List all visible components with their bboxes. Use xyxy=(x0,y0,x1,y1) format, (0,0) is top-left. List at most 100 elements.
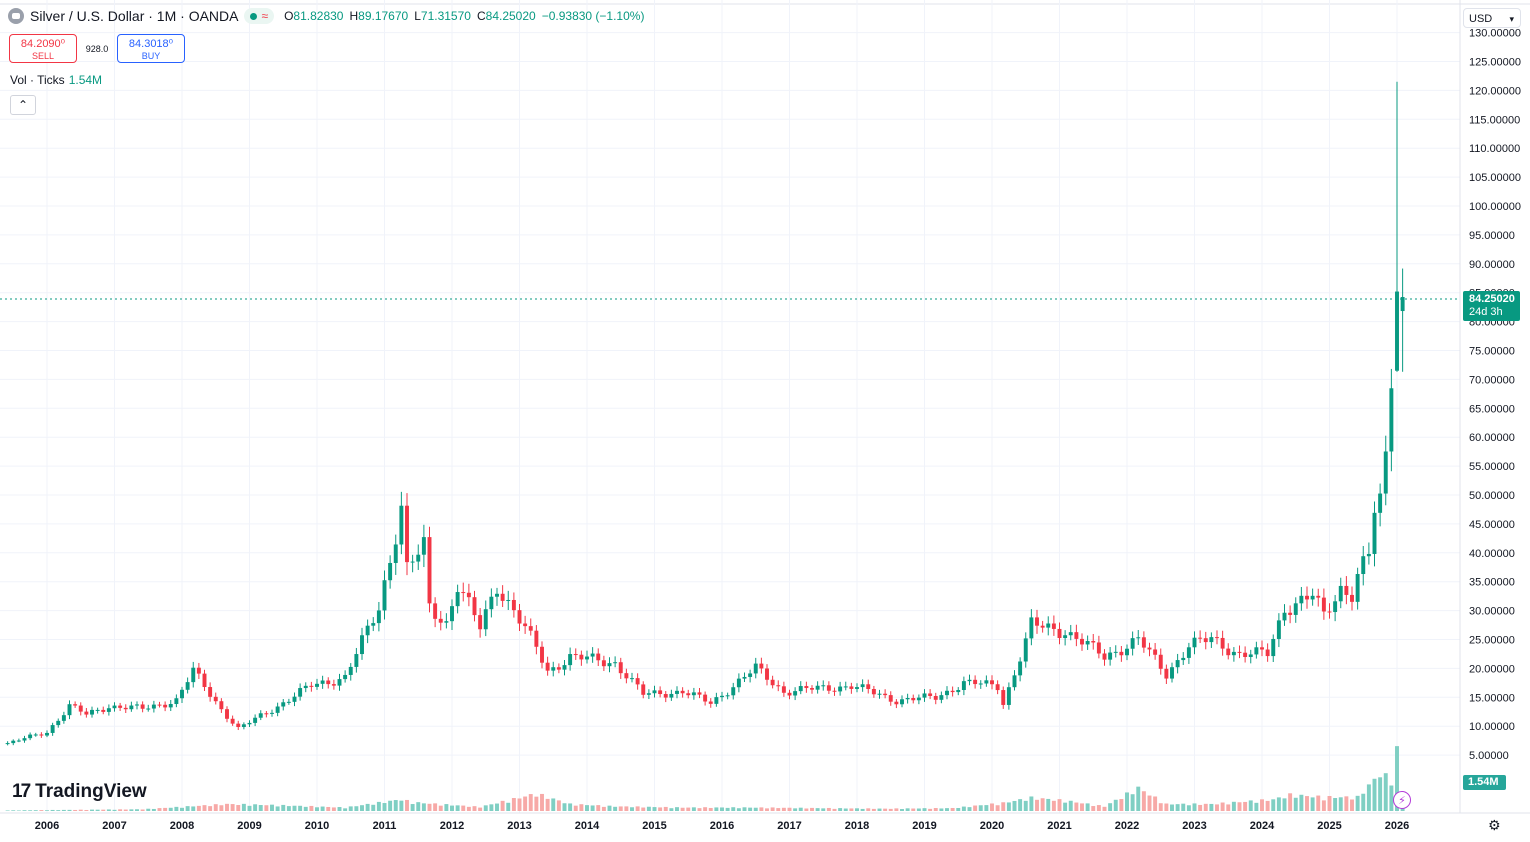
logo-text: TradingView xyxy=(35,781,147,802)
sell-button[interactable]: 84.2090⁰ SELL xyxy=(9,34,77,63)
candle-body xyxy=(236,723,241,728)
candle-body xyxy=(157,704,162,706)
time-tick-label: 2019 xyxy=(912,820,936,832)
volume-legend[interactable]: Vol · Ticks 1.54M xyxy=(10,73,102,87)
time-axis[interactable]: 2006 2007 2008 2009 2010 2011 2012 2013 2014 2015… xyxy=(35,820,1409,832)
price-tick-label: 55.00000 xyxy=(1469,461,1515,473)
volume-bar xyxy=(461,805,466,811)
volume-bar xyxy=(1198,804,1203,811)
candle-body xyxy=(1220,637,1225,649)
candle-body xyxy=(1147,647,1152,650)
lightning-icon[interactable]: ⚡ xyxy=(1393,791,1411,809)
candle-body xyxy=(697,692,702,695)
volume-bar xyxy=(1046,798,1051,811)
volume-bar xyxy=(714,807,719,811)
candle-body xyxy=(1153,649,1158,655)
candlestick-series xyxy=(5,81,1405,746)
time-tick-label: 2006 xyxy=(35,820,59,832)
candle-body xyxy=(1158,654,1163,669)
time-tick-label: 2024 xyxy=(1250,820,1275,832)
volume-bar xyxy=(1321,800,1326,811)
candle-body xyxy=(421,537,426,555)
candle-body xyxy=(1310,595,1315,600)
volume-bar xyxy=(1091,806,1096,811)
candle-body xyxy=(1068,632,1073,636)
candle-body xyxy=(495,593,499,597)
sell-price: 84.2090⁰ xyxy=(20,38,66,50)
gear-icon[interactable]: ⚙ xyxy=(1488,817,1501,833)
time-tick-label: 2015 xyxy=(642,820,666,832)
candle-body xyxy=(146,708,151,710)
candle-body xyxy=(618,662,623,674)
candle-body xyxy=(787,692,792,696)
market-status[interactable]: ≈ xyxy=(244,8,275,24)
candle-body xyxy=(208,687,213,697)
tradingview-logo[interactable]: 17 TradingView xyxy=(12,781,147,803)
candle-body xyxy=(596,653,601,661)
volume-bar xyxy=(191,806,196,811)
price-tick-label: 65.00000 xyxy=(1469,403,1515,415)
candle-body xyxy=(613,662,618,664)
volume-bar xyxy=(1378,777,1383,811)
collapse-legend-button[interactable]: ⌃ xyxy=(10,95,36,115)
candle-body xyxy=(1091,641,1096,643)
candle-body xyxy=(568,654,573,666)
candle-body xyxy=(365,625,370,636)
volume-bar xyxy=(798,807,803,811)
candle-body xyxy=(416,554,421,562)
candle-body xyxy=(843,686,848,688)
candle-body xyxy=(500,593,505,601)
candle-body xyxy=(129,705,134,710)
candle-body xyxy=(1192,637,1197,648)
candle-body xyxy=(258,713,263,718)
volume-bar xyxy=(208,806,213,811)
candle-body xyxy=(1209,637,1214,643)
volume-bar xyxy=(770,807,775,811)
candle-body xyxy=(1333,601,1338,613)
candle-body xyxy=(163,704,168,708)
volume-bar xyxy=(1327,796,1332,811)
volume-bar xyxy=(1260,799,1264,811)
ohlc-values: O81.82830 H89.17670 L71.31570 C84.25020 … xyxy=(284,9,645,23)
volume-bar xyxy=(1383,773,1388,811)
symbol-title[interactable]: Silver / U.S. Dollar · 1M · OANDA xyxy=(30,8,239,24)
price-tick-label: 95.00000 xyxy=(1469,230,1515,242)
candle-body xyxy=(1080,638,1084,645)
volume-bar xyxy=(855,808,859,811)
volume-bar xyxy=(843,808,848,811)
candle-body xyxy=(337,679,342,686)
candle-body xyxy=(770,679,775,686)
volume-bar xyxy=(613,806,618,811)
volume-bar xyxy=(151,808,156,811)
currency-select[interactable]: USD ▾ xyxy=(1463,8,1521,28)
volume-bar xyxy=(1085,803,1090,811)
candle-body xyxy=(230,718,235,724)
candle-body xyxy=(16,740,21,742)
volume-bar xyxy=(371,804,376,811)
volume-bar xyxy=(1040,798,1045,811)
buy-button[interactable]: 84.3018⁰ BUY xyxy=(117,34,185,63)
candle-body xyxy=(669,693,674,698)
volume-bar xyxy=(11,810,16,811)
candle-body xyxy=(191,667,196,683)
volume-bar xyxy=(1035,799,1039,811)
candle-body xyxy=(663,694,668,698)
buy-price: 84.3018⁰ xyxy=(128,38,174,50)
candle-body xyxy=(1389,388,1394,452)
candle-body xyxy=(911,697,916,701)
candle-body xyxy=(174,698,179,705)
delay-icon: ≈ xyxy=(261,9,269,23)
candle-body xyxy=(1102,653,1107,660)
volume-bar xyxy=(1248,800,1253,811)
candle-body xyxy=(877,693,882,695)
volume-bar xyxy=(1220,802,1225,811)
candle-body xyxy=(534,630,539,647)
candle-body xyxy=(1175,660,1180,668)
candle-body xyxy=(50,725,55,733)
candle-body xyxy=(849,686,854,689)
volume-bar xyxy=(247,805,252,811)
candle-body xyxy=(286,701,291,703)
candle-body xyxy=(388,562,393,581)
